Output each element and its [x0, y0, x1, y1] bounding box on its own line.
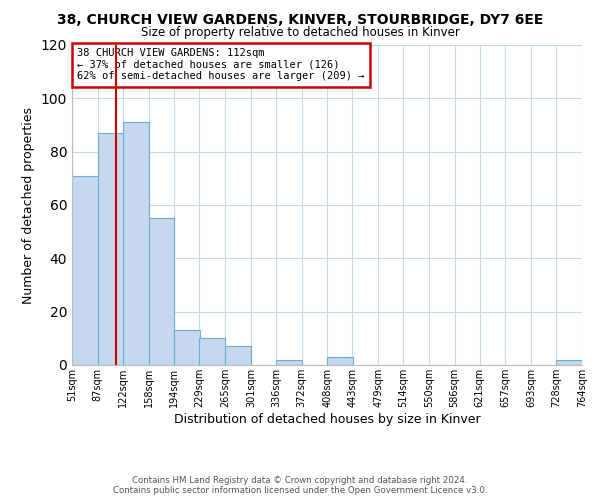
X-axis label: Distribution of detached houses by size in Kinver: Distribution of detached houses by size …	[173, 412, 481, 426]
Text: Contains HM Land Registry data © Crown copyright and database right 2024.
Contai: Contains HM Land Registry data © Crown c…	[113, 476, 487, 495]
Bar	[149, 218, 174, 365]
Bar	[225, 346, 251, 365]
Bar	[174, 330, 200, 365]
Bar	[328, 357, 353, 365]
Bar	[556, 360, 582, 365]
Bar	[72, 176, 98, 365]
Y-axis label: Number of detached properties: Number of detached properties	[22, 106, 35, 304]
Text: 38 CHURCH VIEW GARDENS: 112sqm
← 37% of detached houses are smaller (126)
62% of: 38 CHURCH VIEW GARDENS: 112sqm ← 37% of …	[77, 48, 365, 82]
Bar	[276, 360, 302, 365]
Bar	[98, 133, 124, 365]
Text: Size of property relative to detached houses in Kinver: Size of property relative to detached ho…	[140, 26, 460, 39]
Text: 38, CHURCH VIEW GARDENS, KINVER, STOURBRIDGE, DY7 6EE: 38, CHURCH VIEW GARDENS, KINVER, STOURBR…	[57, 12, 543, 26]
Bar	[199, 338, 225, 365]
Bar	[123, 122, 149, 365]
